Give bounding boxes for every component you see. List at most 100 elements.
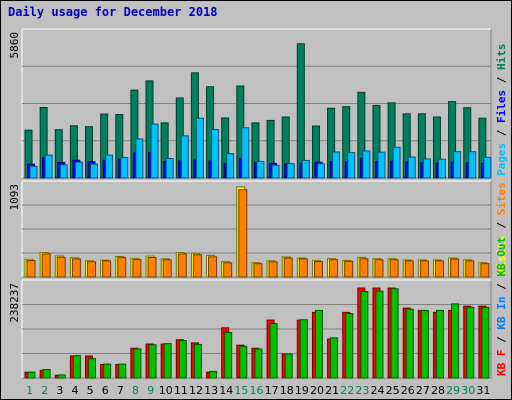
x-tick-label: 11 xyxy=(174,384,188,397)
panel-2-ymax-label: 1093 xyxy=(8,184,21,211)
bar-sites-day-2 xyxy=(41,253,51,278)
legend-separator: / xyxy=(495,330,508,350)
bar-kb-out-day-8 xyxy=(133,348,142,379)
bar-sites-day-14 xyxy=(223,262,233,278)
x-tick-label: 10 xyxy=(159,384,173,397)
bar-pages-day-3 xyxy=(59,164,68,179)
legend-entry: Pages xyxy=(495,143,508,176)
x-tick-label: 17 xyxy=(265,384,279,397)
x-tick-label: 24 xyxy=(371,384,385,397)
x-tick-label: 29 xyxy=(446,384,460,397)
bar-sites-day-13 xyxy=(208,256,218,278)
bar-sites-day-12 xyxy=(192,254,202,278)
bar-pages-day-17 xyxy=(271,164,280,179)
x-tick-label: 20 xyxy=(310,384,324,397)
x-tick-label: 8 xyxy=(132,384,139,397)
bar-pages-day-10 xyxy=(165,157,174,179)
bar-pages-day-16 xyxy=(256,160,265,179)
bar-sites-day-25 xyxy=(389,259,399,278)
bar-kb-out-day-16 xyxy=(254,348,263,379)
x-tick-label: 22 xyxy=(340,384,354,397)
bar-pages-day-31 xyxy=(483,156,492,179)
legend-entry: KB In xyxy=(495,297,508,330)
bar-sites-day-19 xyxy=(298,258,308,278)
bar-kb-out-day-4 xyxy=(72,355,81,379)
x-tick-label: 25 xyxy=(386,384,400,397)
bar-pages-day-24 xyxy=(377,151,386,179)
panel-2-legend: Visits / Sites xyxy=(495,182,508,275)
x-tick-label: 4 xyxy=(71,384,78,397)
x-tick-label: 9 xyxy=(147,384,154,397)
bar-kb-out-day-10 xyxy=(163,343,172,379)
x-tick-label: 2 xyxy=(41,384,48,397)
bar-kb-out-day-15 xyxy=(239,345,248,379)
bar-kb-out-day-20 xyxy=(314,309,323,379)
bar-kb-out-day-21 xyxy=(330,337,339,379)
bar-pages-day-20 xyxy=(316,163,325,179)
bar-sites-day-29 xyxy=(450,258,460,278)
bar-pages-day-18 xyxy=(286,163,295,179)
x-tick-label: 31 xyxy=(476,384,490,397)
bar-kb-out-day-26 xyxy=(405,308,414,379)
bar-kb-out-day-23 xyxy=(360,290,369,379)
bar-kb-out-day-1 xyxy=(27,371,36,379)
bar-pages-day-6 xyxy=(105,154,114,179)
bar-sites-day-15 xyxy=(238,189,248,278)
bar-sites-day-6 xyxy=(102,260,112,278)
bar-sites-day-26 xyxy=(404,260,414,278)
bar-sites-day-23 xyxy=(359,258,369,278)
panel-3-ymax-label: 238237 xyxy=(8,283,21,323)
panel-1-legend: Pages / Files / Hits xyxy=(495,44,508,177)
bar-kb-out-day-19 xyxy=(299,319,308,379)
bar-pages-day-27 xyxy=(422,158,431,179)
bar-kb-out-day-2 xyxy=(42,369,51,379)
bar-pages-day-8 xyxy=(135,138,144,179)
legend-separator: / xyxy=(495,277,508,297)
bar-hits-day-19 xyxy=(296,43,305,179)
x-tick-label: 3 xyxy=(56,384,63,397)
bar-kb-out-day-17 xyxy=(269,323,278,379)
x-tick-label: 19 xyxy=(295,384,309,397)
bar-kb-out-day-11 xyxy=(178,340,187,379)
bar-sites-day-30 xyxy=(465,260,475,278)
bar-pages-day-28 xyxy=(437,158,446,179)
x-tick-label: 6 xyxy=(102,384,109,397)
legend-entry: Files xyxy=(495,90,508,123)
bar-pages-day-22 xyxy=(347,152,356,179)
bar-pages-day-7 xyxy=(120,157,129,179)
bar-kb-out-day-7 xyxy=(118,363,127,379)
bar-sites-day-4 xyxy=(71,258,81,278)
bar-sites-day-27 xyxy=(419,260,429,278)
bar-kb-out-day-13 xyxy=(209,370,218,379)
legend-separator: / xyxy=(495,123,508,143)
bar-sites-day-7 xyxy=(117,257,127,278)
panel-3-legend: KB F / KB In / KB Out xyxy=(495,237,508,376)
bar-kb-out-day-25 xyxy=(390,288,399,379)
bar-pages-day-5 xyxy=(90,163,99,179)
bar-sites-day-21 xyxy=(329,259,339,278)
bar-pages-day-13 xyxy=(211,128,220,179)
bar-pages-day-4 xyxy=(74,161,83,179)
bar-kb-out-day-31 xyxy=(481,306,490,379)
legend-entry: Visits xyxy=(495,235,508,275)
bar-pages-day-9 xyxy=(150,123,159,179)
bar-pages-day-2 xyxy=(44,154,53,179)
bar-pages-day-1 xyxy=(29,165,38,179)
legend-entry: Sites xyxy=(495,182,508,215)
bar-pages-day-30 xyxy=(468,151,477,179)
x-tick-label: 18 xyxy=(280,384,294,397)
bar-pages-day-19 xyxy=(301,159,310,179)
bar-pages-day-21 xyxy=(332,151,341,179)
bar-pages-day-11 xyxy=(180,135,189,179)
bar-pages-day-23 xyxy=(362,150,371,179)
bar-sites-day-10 xyxy=(162,259,172,278)
bar-pages-day-25 xyxy=(392,146,401,179)
legend-separator: / xyxy=(495,215,508,235)
bar-kb-out-day-9 xyxy=(148,344,157,379)
bar-sites-day-1 xyxy=(26,260,36,278)
bar-kb-out-day-22 xyxy=(345,313,354,379)
bar-kb-out-day-12 xyxy=(193,343,202,379)
x-tick-label: 5 xyxy=(87,384,94,397)
bar-sites-day-3 xyxy=(56,256,66,278)
